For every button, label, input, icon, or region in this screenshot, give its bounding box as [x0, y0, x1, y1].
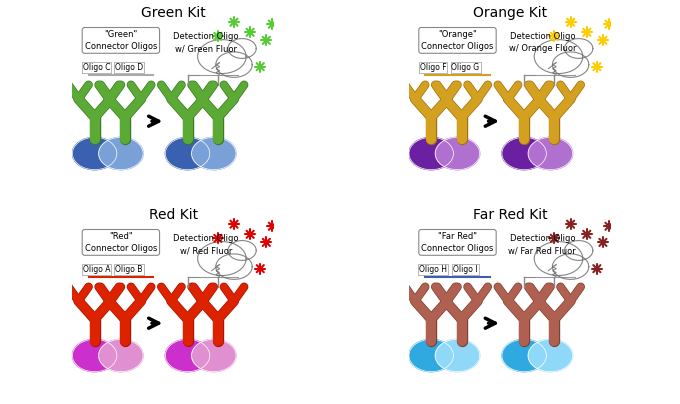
- Circle shape: [595, 267, 599, 271]
- Circle shape: [552, 34, 556, 38]
- Circle shape: [258, 267, 262, 271]
- Circle shape: [585, 30, 589, 34]
- Circle shape: [232, 20, 236, 24]
- Circle shape: [248, 30, 252, 34]
- Ellipse shape: [409, 339, 454, 372]
- Circle shape: [265, 240, 269, 244]
- Circle shape: [601, 240, 605, 244]
- Text: Red Kit: Red Kit: [149, 208, 198, 222]
- Text: "Orange"
Connector Oligos: "Orange" Connector Oligos: [422, 30, 494, 51]
- Circle shape: [248, 232, 252, 236]
- Circle shape: [271, 224, 275, 228]
- Text: "Far Red"
Connector Oligos: "Far Red" Connector Oligos: [422, 232, 494, 253]
- Text: Oligo B: Oligo B: [116, 265, 143, 274]
- Text: Detection Oligo
w/ Green Fluor: Detection Oligo w/ Green Fluor: [173, 32, 239, 53]
- Text: Oligo F: Oligo F: [420, 63, 447, 72]
- Circle shape: [271, 22, 275, 26]
- Ellipse shape: [99, 137, 143, 170]
- Circle shape: [607, 224, 611, 228]
- Text: Far Red Kit: Far Red Kit: [473, 208, 547, 222]
- Text: Oligo D: Oligo D: [115, 63, 143, 72]
- Text: Oligo I: Oligo I: [454, 265, 478, 274]
- Ellipse shape: [72, 137, 117, 170]
- Ellipse shape: [409, 137, 454, 170]
- Circle shape: [585, 232, 589, 236]
- Text: Green Kit: Green Kit: [141, 6, 206, 20]
- Circle shape: [265, 38, 269, 42]
- Circle shape: [552, 236, 556, 240]
- Circle shape: [232, 222, 236, 226]
- Text: Detection Oligo
w/ Orange Fluor: Detection Oligo w/ Orange Fluor: [509, 32, 576, 53]
- Circle shape: [607, 22, 611, 26]
- Ellipse shape: [435, 137, 479, 170]
- Text: Oligo C: Oligo C: [83, 63, 110, 72]
- Ellipse shape: [72, 339, 117, 372]
- Ellipse shape: [192, 137, 236, 170]
- Text: Oligo G: Oligo G: [452, 63, 479, 72]
- Text: Detection Oligo
w/ Red Fluor: Detection Oligo w/ Red Fluor: [173, 234, 239, 255]
- Circle shape: [216, 34, 220, 38]
- Text: Oligo A: Oligo A: [83, 265, 110, 274]
- Ellipse shape: [192, 339, 236, 372]
- Circle shape: [216, 236, 220, 240]
- Circle shape: [258, 65, 262, 69]
- Circle shape: [601, 38, 605, 42]
- Text: "Green"
Connector Oligos: "Green" Connector Oligos: [85, 30, 157, 51]
- Text: "Red"
Connector Oligos: "Red" Connector Oligos: [85, 232, 157, 253]
- Ellipse shape: [165, 339, 209, 372]
- Circle shape: [568, 20, 573, 24]
- Circle shape: [595, 65, 599, 69]
- Ellipse shape: [528, 339, 573, 372]
- Ellipse shape: [99, 339, 143, 372]
- Ellipse shape: [502, 339, 546, 372]
- Ellipse shape: [435, 339, 479, 372]
- Text: Detection Oligo
w/ Far Red Fluor: Detection Oligo w/ Far Red Fluor: [509, 234, 576, 255]
- Text: Orange Kit: Orange Kit: [473, 6, 547, 20]
- Ellipse shape: [528, 137, 573, 170]
- Text: Oligo H: Oligo H: [420, 265, 447, 274]
- Ellipse shape: [165, 137, 209, 170]
- Ellipse shape: [502, 137, 546, 170]
- Circle shape: [568, 222, 573, 226]
